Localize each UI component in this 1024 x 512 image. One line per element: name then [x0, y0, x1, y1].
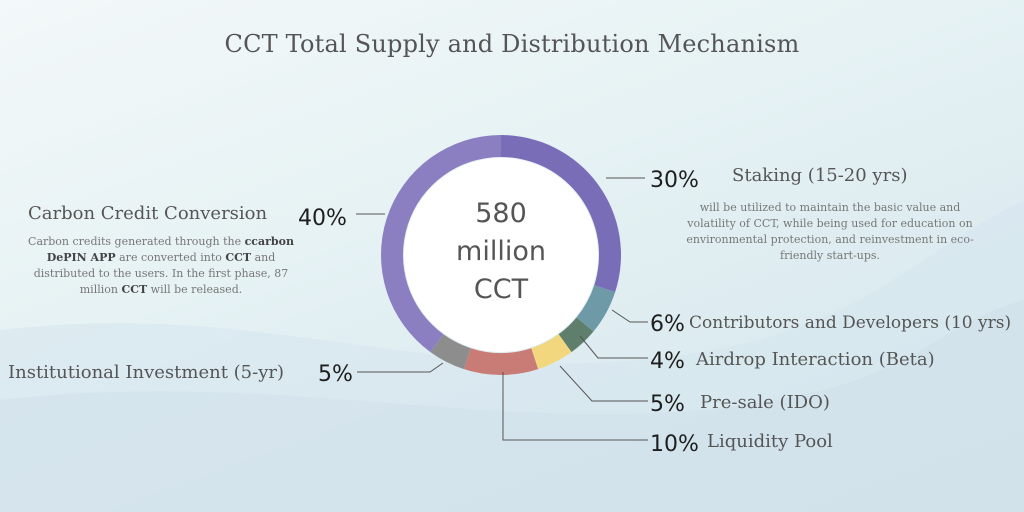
- slice-label-staking: Staking (15-20 yrs): [732, 165, 908, 186]
- slice-label-presale: Pre-sale (IDO): [700, 392, 830, 413]
- carbon-desc-text: are converted into: [115, 251, 226, 264]
- slice-pct-staking: 30%: [650, 168, 699, 193]
- slice-label-institutional: Institutional Investment (5-yr): [8, 362, 285, 383]
- center-total-label: 580 million CCT: [441, 195, 561, 309]
- center-line-2: million: [456, 236, 546, 267]
- carbon-desc-cct: CCT: [225, 251, 252, 264]
- carbon-description: Carbon credits generated through the cca…: [20, 234, 302, 298]
- leader-line-institutional: [357, 362, 444, 373]
- carbon-desc-text: Carbon credits generated through the: [28, 235, 245, 248]
- carbon-desc-app: ccarbon DePIN APP: [46, 235, 294, 264]
- slice-label-airdrop: Airdrop Interaction (Beta): [696, 349, 935, 370]
- donut-slice-presale: [531, 334, 572, 370]
- center-line-3: CCT: [473, 274, 529, 305]
- chart-title: CCT Total Supply and Distribution Mechan…: [224, 30, 800, 58]
- donut-slice-liquidity: [463, 348, 539, 375]
- staking-description: will be utilized to maintain the basic v…: [686, 201, 974, 262]
- slice-label-carbon: Carbon Credit Conversion: [28, 203, 268, 224]
- carbon-desc-cct: CCT: [121, 283, 148, 296]
- carbon-desc-text: and distributed to the users. In the fir…: [33, 251, 289, 296]
- donut-slice-contributors: [576, 285, 616, 332]
- slice-pct-carbon: 40%: [298, 206, 347, 231]
- donut-slice-staking: [501, 135, 621, 293]
- slice-pct-institutional: 5%: [318, 362, 353, 387]
- carbon-desc-text: will be released.: [147, 283, 243, 296]
- donut-slice-carbon: [380, 135, 501, 353]
- slice-label-contributors: Contributors and Developers (10 yrs): [689, 313, 1012, 333]
- donut-hole: [404, 158, 598, 352]
- slice-pct-airdrop: 4%: [650, 349, 685, 374]
- leader-line-contributors: [611, 309, 648, 323]
- donut-slice-airdrop: [558, 317, 594, 353]
- leader-line-airdrop: [579, 335, 648, 359]
- leader-line-liquidity: [502, 372, 648, 441]
- slice-pct-presale: 5%: [650, 392, 685, 417]
- donut-slice-institutional: [430, 334, 471, 370]
- leader-line-presale: [559, 365, 648, 402]
- slice-pct-contributors: 6%: [650, 312, 685, 337]
- slice-pct-liquidity: 10%: [650, 432, 699, 457]
- slice-label-liquidity: Liquidity Pool: [707, 431, 833, 452]
- center-line-1: 580: [475, 198, 527, 229]
